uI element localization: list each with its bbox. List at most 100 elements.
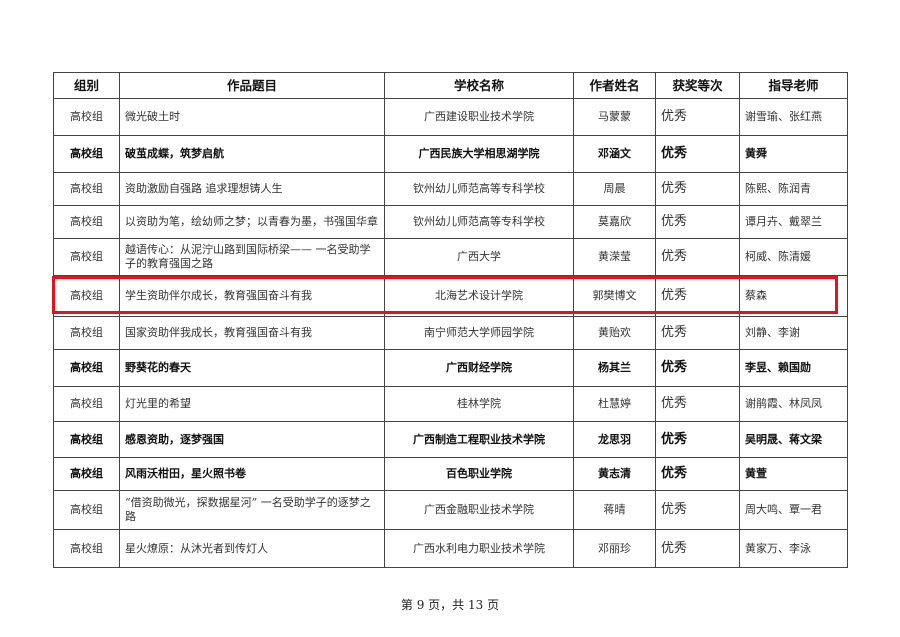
cell-award: 优秀	[655, 349, 740, 387]
cell-award: 优秀	[655, 457, 740, 491]
cell-title: 灯光里的希望	[119, 386, 385, 422]
cell-teacher: 李昱、赖国勋	[739, 349, 848, 387]
cell-group: 高校组	[53, 205, 120, 239]
cell-author: 黄溁莹	[573, 238, 656, 276]
header-teacher: 指导老师	[739, 72, 848, 99]
cell-teacher: 吴明晟、蒋文梁	[739, 421, 848, 458]
cell-title: 感恩资助，逐梦强国	[119, 421, 385, 458]
cell-group: 高校组	[53, 529, 120, 568]
cell-teacher: 陈熙、陈润青	[739, 172, 848, 206]
table-row: 高校组 资助激励自强路 追求理想铸人生 钦州幼儿师范高等专科学校 周晨 优秀 陈熙、陈润青	[53, 172, 848, 206]
cell-author: 莫嘉欣	[573, 205, 656, 239]
cell-title: 学生资助伴尔成长，教育强国奋斗有我	[119, 275, 385, 317]
cell-school: 广西财经学院	[384, 349, 574, 387]
cell-award: 优秀	[655, 98, 740, 136]
cell-title: 野葵花的春天	[119, 349, 385, 387]
cell-school: 钦州幼儿师范高等专科学校	[384, 205, 574, 239]
cell-group: 高校组	[53, 421, 120, 458]
cell-teacher: 周大鸣、覃一君	[739, 490, 848, 530]
cell-title: 以资助为笔，绘幼师之梦；以青春为墨，书强国华章	[119, 205, 385, 239]
cell-teacher: 谭月卉、戴翠兰	[739, 205, 848, 239]
header-school: 学校名称	[384, 72, 574, 99]
cell-award: 优秀	[655, 238, 740, 276]
page-number: 第 9 页，共 13 页	[400, 598, 500, 612]
cell-group: 高校组	[53, 349, 120, 387]
cell-award: 优秀	[655, 316, 740, 350]
table-row: 高校组 学生资助伴尔成长，教育强国奋斗有我 北海艺术设计学院 郭樊博文 优秀 蔡森	[53, 275, 848, 317]
cell-author: 郭樊博文	[573, 275, 656, 317]
table-row: 高校组 “借资助微光，探数据星河” 一名受助学子的逐梦之路 广西金融职业技术学院 蒋晴…	[53, 490, 848, 530]
cell-school: 百色职业学院	[384, 457, 574, 491]
cell-author: 黄志清	[573, 457, 656, 491]
cell-group: 高校组	[53, 172, 120, 206]
cell-group: 高校组	[53, 457, 120, 491]
cell-author: 马蒙蒙	[573, 98, 656, 136]
cell-school: 广西水利电力职业技术学院	[384, 529, 574, 568]
header-award: 获奖等次	[655, 72, 740, 99]
table-row: 高校组 微光破土时 广西建设职业技术学院 马蒙蒙 优秀 谢雪瑜、张红燕	[53, 98, 848, 136]
cell-school: 北海艺术设计学院	[384, 275, 574, 317]
table-row: 高校组 野葵花的春天 广西财经学院 杨其兰 优秀 李昱、赖国勋	[53, 349, 848, 387]
table-row: 高校组 越语传心：从泥泞山路到国际桥梁—— 一名受助学子的教育强国之路 广西大学 黄溁…	[53, 238, 848, 276]
cell-title: 风雨沃柑田，星火照书卷	[119, 457, 385, 491]
cell-award: 优秀	[655, 205, 740, 239]
header-title: 作品题目	[119, 72, 385, 99]
cell-author: 杨其兰	[573, 349, 656, 387]
cell-author: 邓丽珍	[573, 529, 656, 568]
cell-author: 周晨	[573, 172, 656, 206]
cell-title: 越语传心：从泥泞山路到国际桥梁—— 一名受助学子的教育强国之路	[119, 238, 385, 276]
cell-school: 桂林学院	[384, 386, 574, 422]
cell-teacher: 谢鹃霞、林凤凤	[739, 386, 848, 422]
cell-author: 杜慧婷	[573, 386, 656, 422]
cell-author: 邓涵文	[573, 135, 656, 173]
header-group: 组别	[53, 72, 120, 99]
cell-school: 南宁师范大学师园学院	[384, 316, 574, 350]
table-row: 高校组 以资助为笔，绘幼师之梦；以青春为墨，书强国华章 钦州幼儿师范高等专科学校 莫嘉…	[53, 205, 848, 239]
cell-teacher: 黄舜	[739, 135, 848, 173]
cell-teacher: 谢雪瑜、张红燕	[739, 98, 848, 136]
cell-author: 蒋晴	[573, 490, 656, 530]
table-row: 高校组 国家资助伴我成长，教育强国奋斗有我 南宁师范大学师园学院 黄贻欢 优秀 刘静、李谢	[53, 316, 848, 350]
cell-teacher: 黄家万、李泳	[739, 529, 848, 568]
cell-group: 高校组	[53, 238, 120, 276]
table-row: 高校组 星火燎原：从沐光者到传灯人 广西水利电力职业技术学院 邓丽珍 优秀 黄家万、李泳	[53, 529, 848, 568]
cell-title: “借资助微光，探数据星河” 一名受助学子的逐梦之路	[119, 490, 385, 530]
cell-school: 广西大学	[384, 238, 574, 276]
cell-school: 广西建设职业技术学院	[384, 98, 574, 136]
cell-teacher: 刘静、李谢	[739, 316, 848, 350]
cell-teacher: 柯威、陈清媛	[739, 238, 848, 276]
table-row: 高校组 风雨沃柑田，星火照书卷 百色职业学院 黄志清 优秀 黄萱	[53, 457, 848, 491]
cell-title: 星火燎原：从沐光者到传灯人	[119, 529, 385, 568]
cell-school: 广西制造工程职业技术学院	[384, 421, 574, 458]
cell-award: 优秀	[655, 490, 740, 530]
awards-table: 组别 作品题目 学校名称 作者姓名 获奖等次 指导老师 高校组 微光破土时 广西建设…	[53, 72, 848, 568]
cell-award: 优秀	[655, 421, 740, 458]
cell-group: 高校组	[53, 386, 120, 422]
table-row: 高校组 灯光里的希望 桂林学院 杜慧婷 优秀 谢鹃霞、林凤凤	[53, 386, 848, 422]
cell-school: 广西民族大学相思湖学院	[384, 135, 574, 173]
cell-title: 国家资助伴我成长，教育强国奋斗有我	[119, 316, 385, 350]
cell-title: 资助激励自强路 追求理想铸人生	[119, 172, 385, 206]
cell-author: 龙思羽	[573, 421, 656, 458]
table-row: 高校组 感恩资助，逐梦强国 广西制造工程职业技术学院 龙思羽 优秀 吴明晟、蒋文梁	[53, 421, 848, 458]
table-row: 高校组 破茧成蝶，筑梦启航 广西民族大学相思湖学院 邓涵文 优秀 黄舜	[53, 135, 848, 173]
cell-award: 优秀	[655, 172, 740, 206]
table-header-row: 组别 作品题目 学校名称 作者姓名 获奖等次 指导老师	[53, 72, 848, 99]
cell-award: 优秀	[655, 529, 740, 568]
header-author: 作者姓名	[573, 72, 656, 99]
cell-group: 高校组	[53, 98, 120, 136]
cell-school: 广西金融职业技术学院	[384, 490, 574, 530]
cell-title: 微光破土时	[119, 98, 385, 136]
cell-teacher: 蔡森	[739, 275, 848, 317]
cell-award: 优秀	[655, 386, 740, 422]
cell-school: 钦州幼儿师范高等专科学校	[384, 172, 574, 206]
cell-author: 黄贻欢	[573, 316, 656, 350]
cell-group: 高校组	[53, 316, 120, 350]
cell-title: 破茧成蝶，筑梦启航	[119, 135, 385, 173]
cell-group: 高校组	[53, 275, 120, 317]
cell-award: 优秀	[655, 135, 740, 173]
cell-group: 高校组	[53, 490, 120, 530]
cell-teacher: 黄萱	[739, 457, 848, 491]
cell-award: 优秀	[655, 275, 740, 317]
cell-group: 高校组	[53, 135, 120, 173]
